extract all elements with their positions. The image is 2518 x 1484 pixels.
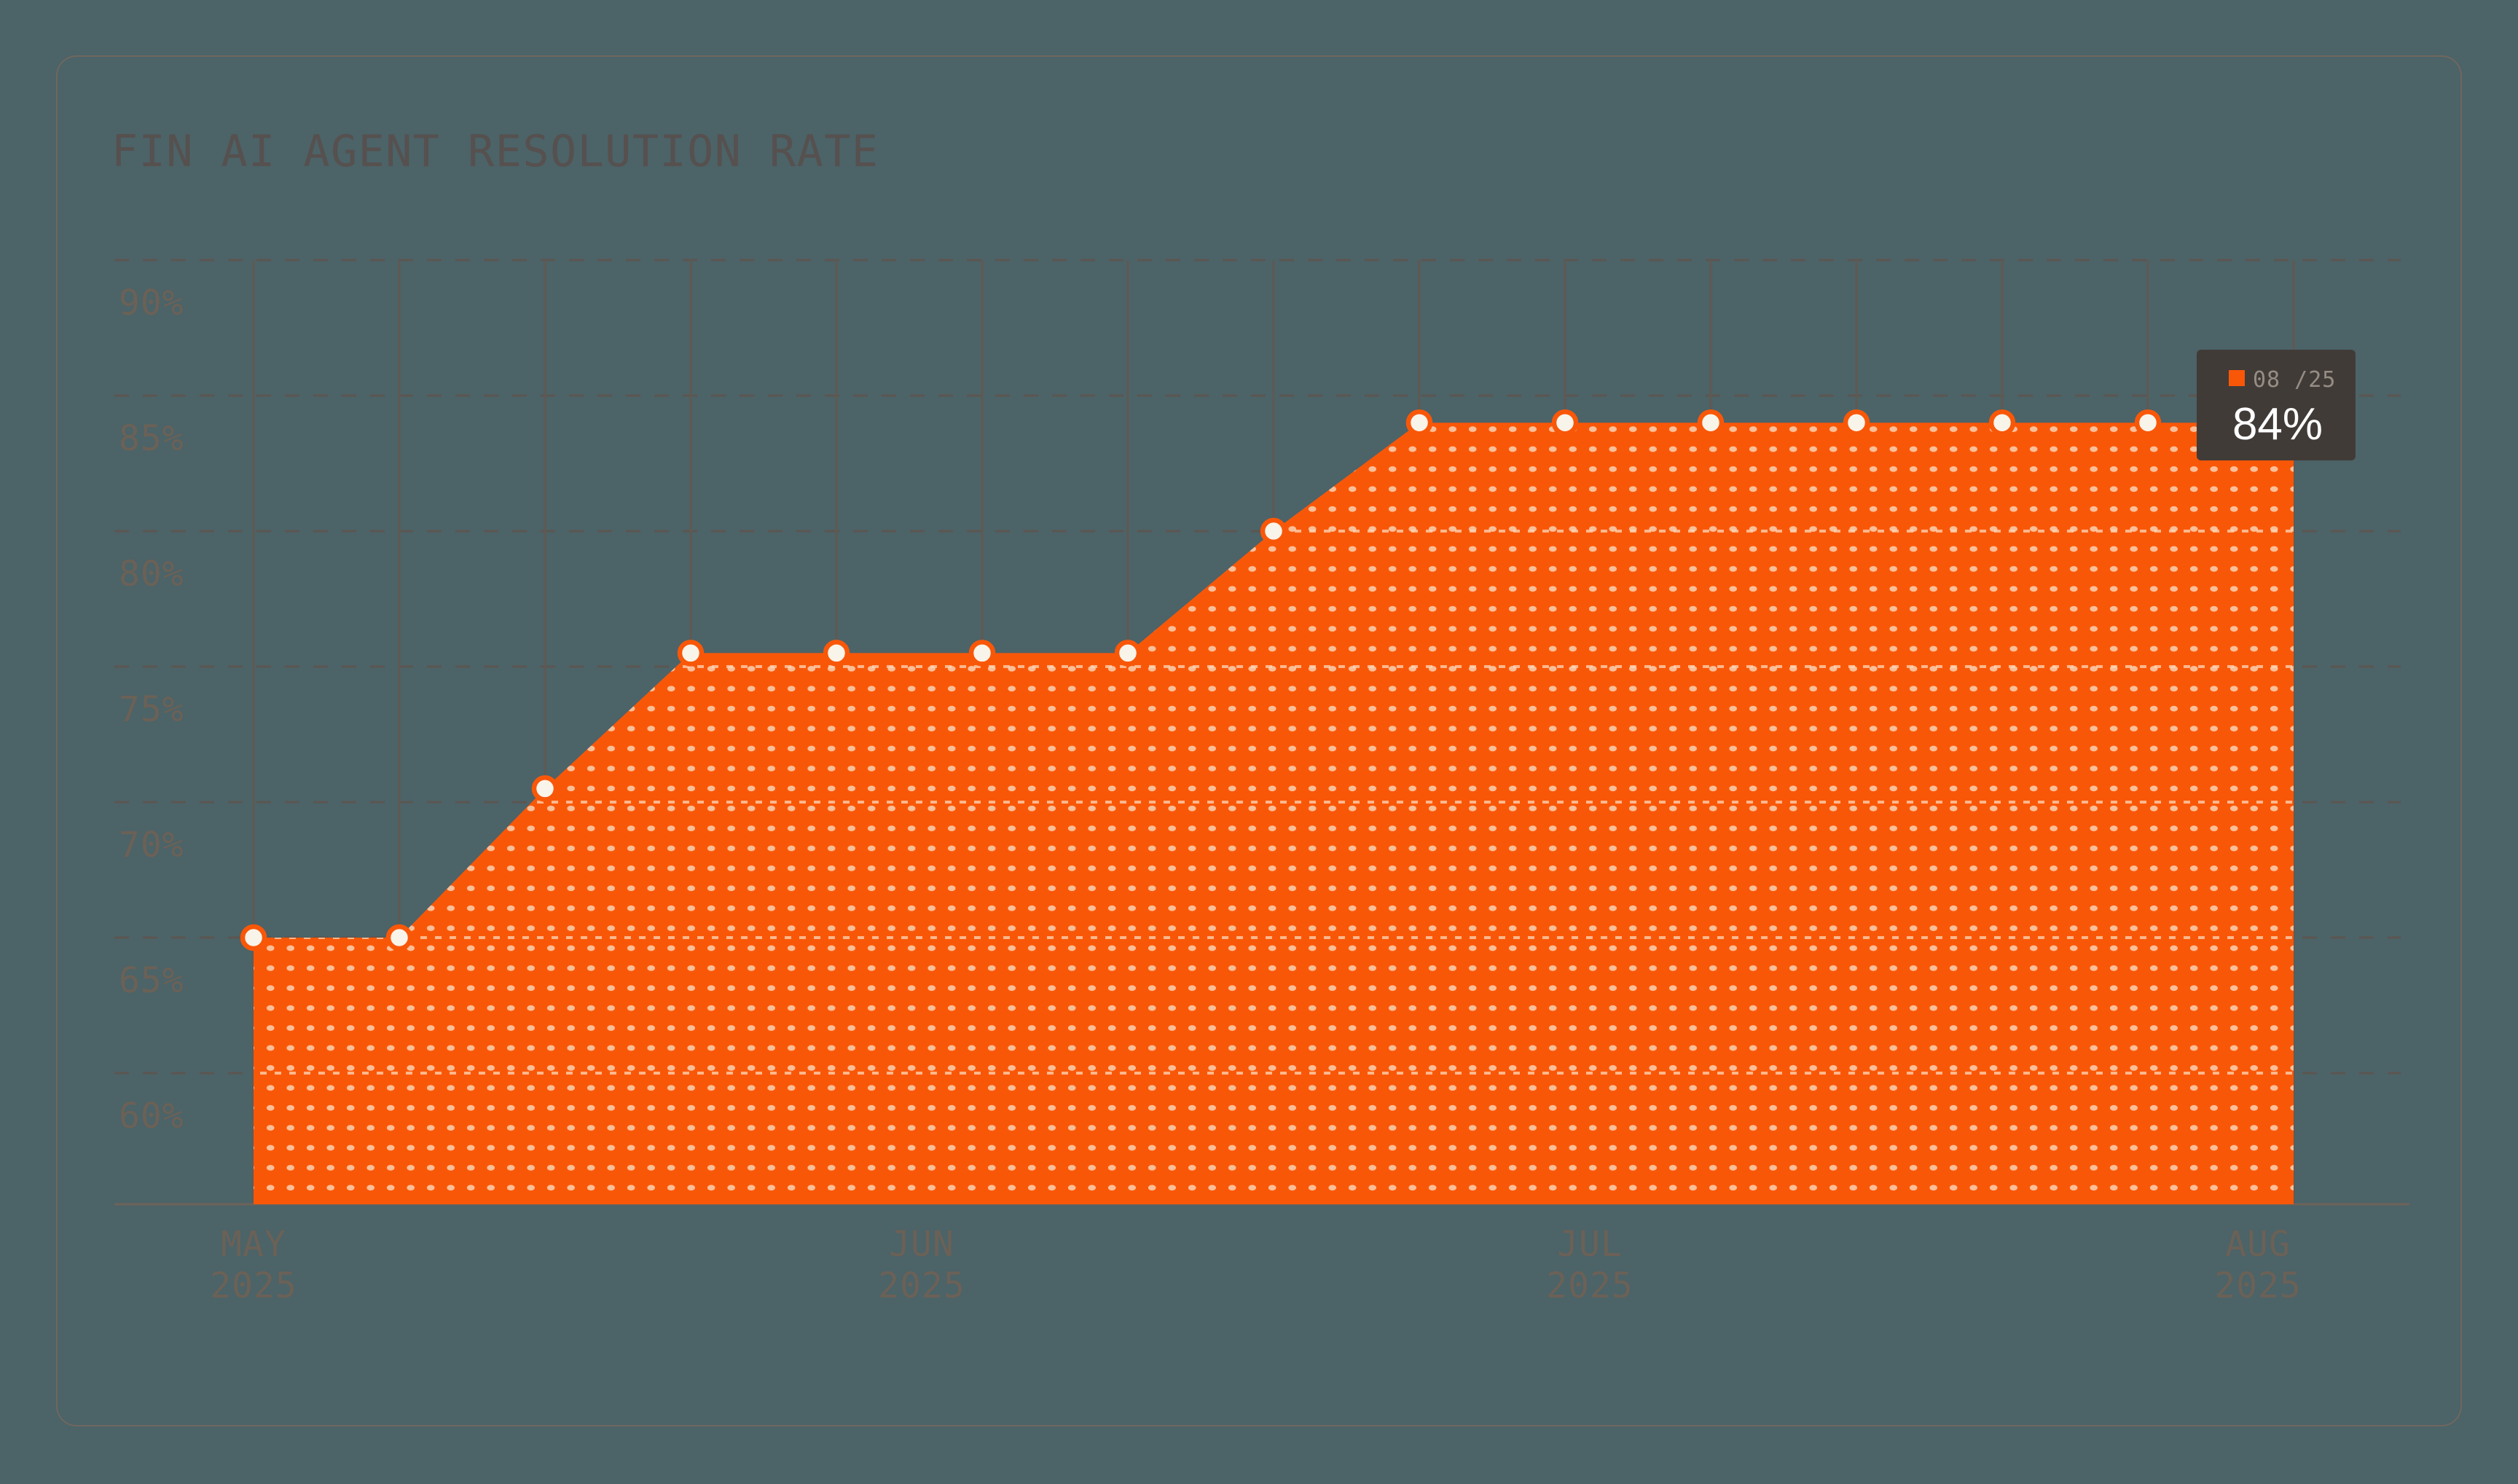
tooltip-date-label: 08 /25 [2253, 367, 2336, 393]
data-point[interactable] [1697, 409, 1725, 436]
x-tick-month-label: JUL [1557, 1224, 1623, 1265]
x-tick-year-label: 2025 [210, 1265, 297, 1306]
x-tick-year-label: 2025 [878, 1265, 965, 1306]
data-point[interactable] [1551, 409, 1579, 436]
x-tick-year-label: 2025 [2214, 1265, 2302, 1306]
y-tick-label: 70% [119, 825, 184, 865]
chart-card [56, 55, 2462, 1426]
tooltip: 08 /25 84% [2197, 350, 2356, 460]
y-tick-label: 80% [119, 554, 184, 594]
data-point[interactable] [1260, 517, 1287, 545]
area-dot-pattern [254, 423, 2294, 1205]
y-tick-label: 65% [119, 960, 184, 1001]
tooltip-series-swatch-icon [2229, 370, 2245, 386]
data-point[interactable] [1114, 640, 1142, 667]
y-tick-label: 75% [119, 689, 184, 730]
data-point[interactable] [2134, 409, 2162, 436]
chart-title: FIN AI AGENT RESOLUTION RATE [111, 126, 879, 177]
x-tick-month-label: AUG [2225, 1224, 2291, 1265]
data-point[interactable] [1405, 409, 1433, 436]
x-tick-month-label: MAY [221, 1224, 286, 1265]
data-point[interactable] [823, 640, 850, 667]
y-tick-label: 60% [119, 1096, 184, 1136]
y-tick-label: 90% [119, 283, 184, 323]
y-tick-label: 85% [119, 418, 184, 459]
chart-plot-area: 90%85%80%75%70%65%60%MAY2025JUN2025JUL20… [114, 259, 2409, 1306]
tooltip-value-label: 84% [2232, 399, 2323, 449]
data-point[interactable] [1843, 409, 1870, 436]
data-point[interactable] [385, 924, 413, 951]
x-tick-month-label: JUN [889, 1224, 954, 1265]
data-point[interactable] [968, 640, 996, 667]
x-tick-year-label: 2025 [1546, 1265, 1633, 1306]
data-point[interactable] [1988, 409, 2016, 436]
data-point[interactable] [240, 924, 267, 951]
data-point[interactable] [677, 640, 705, 667]
data-point[interactable] [531, 775, 559, 802]
